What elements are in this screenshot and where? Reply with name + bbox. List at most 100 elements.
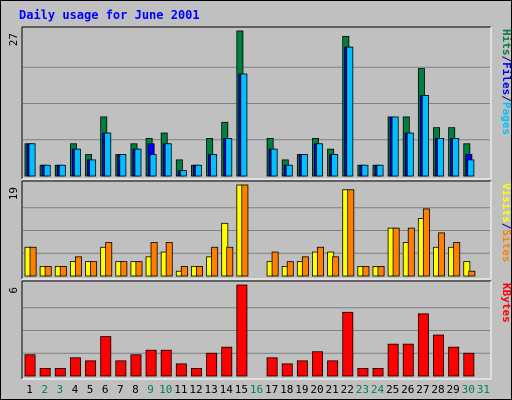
x-tick-label-day-25: 25 xyxy=(386,383,399,396)
y-max-label: 19 xyxy=(7,187,20,200)
bar-sites-day-24 xyxy=(377,266,385,277)
x-tick-label-day-7: 7 xyxy=(117,383,124,396)
legend-item: / xyxy=(500,56,511,63)
bar-sites-day-27 xyxy=(422,208,430,277)
bar-kbytes-day-25 xyxy=(387,343,399,377)
bar-pages-day-14 xyxy=(225,138,233,177)
legend-item: / xyxy=(500,95,511,102)
x-tick-label-day-23: 23 xyxy=(356,383,369,396)
bar-pages-day-29 xyxy=(452,138,460,177)
x-tick-label-day-11: 11 xyxy=(174,383,187,396)
bar-kbytes-day-26 xyxy=(402,343,414,377)
x-tick-label-day-16: 16 xyxy=(250,383,263,396)
bar-kbytes-day-7 xyxy=(115,360,127,377)
bar-sites-day-21 xyxy=(332,256,340,277)
x-tick-label-day-13: 13 xyxy=(204,383,217,396)
bar-pages-day-11 xyxy=(179,170,187,177)
x-tick-label-day-27: 27 xyxy=(416,383,429,396)
x-tick-label-day-1: 1 xyxy=(26,383,33,396)
bar-kbytes-day-21 xyxy=(327,360,339,377)
bar-sites-day-10 xyxy=(165,242,173,277)
bar-kbytes-day-12 xyxy=(191,368,202,377)
x-tick-label-day-9: 9 xyxy=(147,383,154,396)
bar-sites-day-4 xyxy=(74,256,82,277)
bar-sites-day-30 xyxy=(468,270,476,277)
bar-visits-day-30 xyxy=(463,261,471,277)
legend-hits-files-pages: Hits/Files/Pages xyxy=(500,29,511,135)
bar-kbytes-day-15 xyxy=(236,284,248,377)
x-tick-label-day-24: 24 xyxy=(371,383,385,396)
legend-item: Visits xyxy=(500,183,511,223)
bar-kbytes-day-24 xyxy=(372,368,384,377)
bar-sites-day-14 xyxy=(226,246,234,277)
bar-sites-day-7 xyxy=(120,261,128,277)
x-tick-label-day-17: 17 xyxy=(265,383,278,396)
bar-kbytes-day-4 xyxy=(69,357,81,377)
x-tick-label-day-4: 4 xyxy=(72,383,79,396)
bar-sites-day-8 xyxy=(135,261,143,277)
bar-sites-day-12 xyxy=(196,266,203,277)
bar-kbytes-day-3 xyxy=(54,368,66,377)
bar-pages-day-3 xyxy=(58,164,66,177)
legend-item: Sites xyxy=(500,229,511,262)
bar-kbytes-day-18 xyxy=(281,363,293,377)
bar-kbytes-day-9 xyxy=(145,349,157,377)
bar-kbytes-day-5 xyxy=(85,360,97,377)
bar-pages-day-5 xyxy=(89,159,97,177)
bar-pages-day-21 xyxy=(331,154,339,177)
bar-pages-day-1 xyxy=(28,143,36,177)
x-tick-label-day-30: 30 xyxy=(462,383,475,396)
bar-sites-day-15 xyxy=(241,184,249,277)
x-tick-label-day-3: 3 xyxy=(57,383,64,396)
bar-sites-day-28 xyxy=(438,232,446,277)
bar-sites-day-2 xyxy=(44,266,52,277)
bar-kbytes-day-19 xyxy=(296,360,308,377)
bar-sites-day-11 xyxy=(180,266,188,277)
bar-kbytes-day-13 xyxy=(206,352,218,377)
x-tick-label-day-29: 29 xyxy=(447,383,460,396)
bar-pages-day-4 xyxy=(73,148,81,177)
x-tick-label-day-26: 26 xyxy=(401,383,414,396)
legend-kbytes: KBytes xyxy=(500,283,511,323)
bar-kbytes-day-8 xyxy=(130,354,142,377)
y-max-label: 27 xyxy=(7,33,20,46)
legend-item: Files xyxy=(500,62,511,95)
bar-sites-day-22 xyxy=(347,189,355,277)
bar-sites-day-29 xyxy=(453,242,461,277)
bar-sites-day-13 xyxy=(211,246,219,277)
bar-pages-day-2 xyxy=(43,164,51,177)
bar-sites-day-20 xyxy=(317,246,324,277)
bar-sites-day-19 xyxy=(301,256,309,277)
x-tick-label-day-21: 21 xyxy=(326,383,339,396)
x-tick-label-day-14: 14 xyxy=(220,383,234,396)
bar-pages-day-20 xyxy=(316,143,323,177)
legend-item: / xyxy=(500,223,511,230)
bar-pages-day-7 xyxy=(119,154,127,177)
x-tick-label-day-8: 8 xyxy=(132,383,139,396)
x-tick-label-day-10: 10 xyxy=(159,383,172,396)
bar-sites-day-26 xyxy=(407,227,415,277)
legend-item: Hits xyxy=(500,29,511,56)
bar-sites-day-6 xyxy=(105,242,113,277)
bar-sites-day-25 xyxy=(392,227,400,277)
bar-sites-day-1 xyxy=(29,246,37,277)
bar-kbytes-day-1 xyxy=(24,354,36,377)
x-tick-label-day-5: 5 xyxy=(87,383,94,396)
x-tick-label-day-22: 22 xyxy=(341,383,354,396)
bar-kbytes-day-10 xyxy=(160,349,172,377)
x-tick-label-day-20: 20 xyxy=(310,383,323,396)
bar-pages-day-24 xyxy=(376,164,384,177)
bar-kbytes-day-27 xyxy=(417,313,429,377)
bar-kbytes-day-29 xyxy=(448,346,460,377)
bar-sites-day-18 xyxy=(286,261,294,277)
legend-visits-sites: Visits/Sites xyxy=(500,183,511,263)
bar-pages-day-30 xyxy=(467,159,475,177)
bar-pages-day-10 xyxy=(164,143,172,177)
bar-pages-day-17 xyxy=(270,148,278,177)
bar-kbytes-day-2 xyxy=(39,368,51,377)
bar-pages-day-18 xyxy=(285,164,293,177)
bar-pages-day-25 xyxy=(391,116,399,177)
bar-kbytes-day-22 xyxy=(342,311,354,377)
